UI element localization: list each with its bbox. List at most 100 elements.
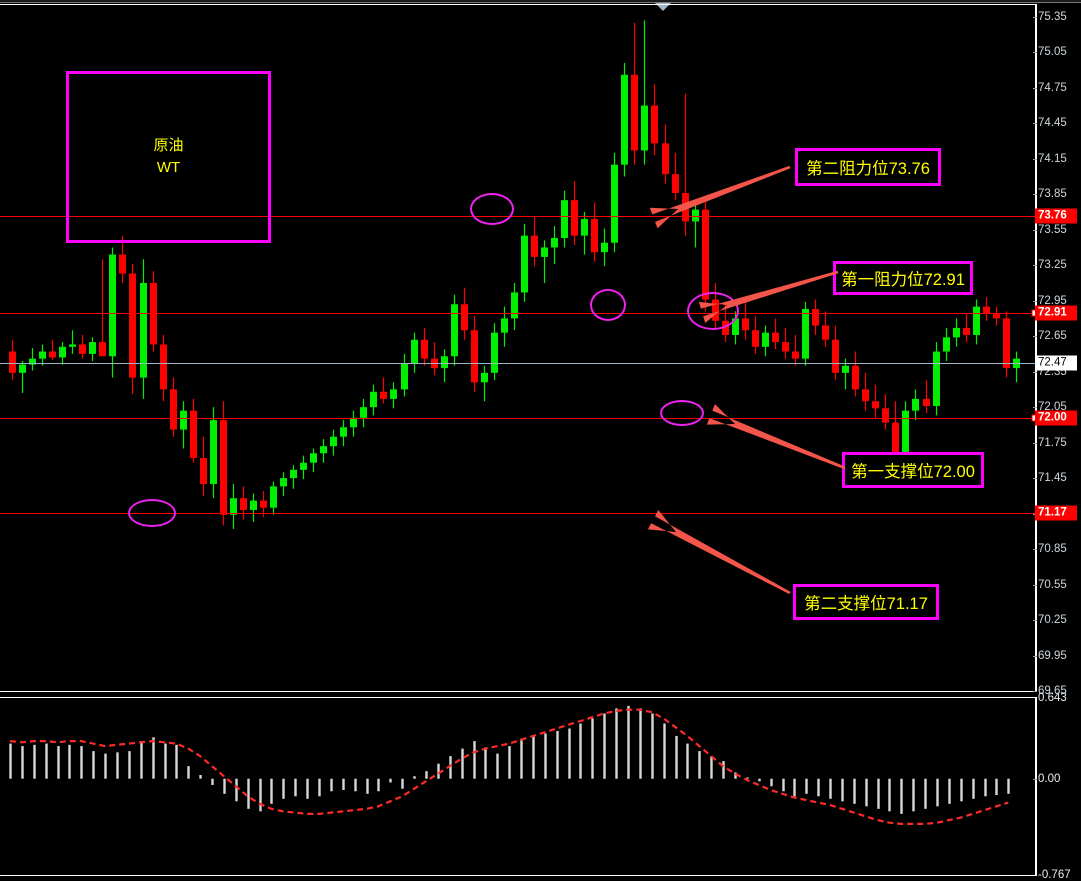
candle [441, 349, 448, 383]
candle [300, 455, 307, 480]
candle [912, 389, 919, 421]
candle [802, 301, 809, 366]
candle [1013, 351, 1020, 383]
candle [571, 181, 578, 246]
candle [511, 282, 518, 331]
price-tick: 74.45 [1033, 117, 1067, 130]
price-tick: 73.55 [1033, 223, 1067, 236]
candle [551, 226, 558, 265]
candle [320, 439, 327, 463]
price-tick: 72.65 [1033, 330, 1067, 343]
candle [923, 379, 930, 414]
indicator-tick: 0.643 [1038, 692, 1067, 704]
highlight-resistance-2 [470, 193, 514, 225]
price-label-resistance-2[interactable]: 73.76 [1035, 208, 1077, 224]
candle [69, 330, 76, 354]
candle [380, 377, 387, 404]
support-1-note[interactable]: 第一支撑位72.00 [842, 452, 984, 488]
candle [360, 398, 367, 428]
price-tick: 71.45 [1033, 472, 1067, 485]
candle [150, 271, 157, 352]
instrument-name-line2: WT [156, 159, 181, 176]
candle [310, 448, 317, 473]
candle [933, 342, 940, 416]
macd-plot[interactable] [0, 698, 1034, 875]
candle [481, 365, 488, 402]
candle [19, 361, 26, 393]
candle [621, 62, 628, 177]
price-label-support-1[interactable]: 72.00 [1035, 410, 1077, 426]
macd-layer [9, 705, 1010, 825]
resistance-1-note[interactable]: 第一阻力位72.91 [833, 261, 973, 295]
candle [822, 311, 829, 347]
candle [290, 465, 297, 489]
candlestick-plot[interactable] [0, 5, 1034, 691]
price-tick: 72.95 [1033, 294, 1067, 307]
candle [451, 294, 458, 366]
candle [862, 372, 869, 411]
candle [390, 382, 397, 409]
candle [742, 301, 749, 340]
price-axis[interactable]: 75.35 75.05 74.75 74.45 74.15 73.85 73.55 73.25… [1033, 0, 1081, 697]
chart-top-marker-icon [655, 3, 671, 11]
price-label-resistance-1[interactable]: 72.91 [1035, 305, 1077, 321]
highlight-resistance-1-mid [590, 289, 626, 321]
candles-layer [9, 20, 1020, 529]
candle [692, 204, 699, 248]
candle [772, 318, 779, 350]
candle [521, 223, 528, 302]
candle [280, 472, 287, 496]
candle [140, 259, 147, 399]
candle [129, 264, 136, 395]
resistance-2-note[interactable]: 第二阻力位73.76 [795, 148, 941, 186]
level-line-resistance-2 [0, 216, 1035, 217]
candle [230, 484, 237, 529]
candle [350, 410, 357, 437]
candle [963, 313, 970, 343]
candle [170, 377, 177, 437]
price-label-current[interactable]: 72.47 [1035, 355, 1077, 371]
candle [782, 327, 789, 359]
price-axis-divider [1035, 4, 1037, 692]
price-tick: 73.25 [1033, 259, 1067, 272]
candle [9, 339, 16, 380]
candle [190, 398, 197, 463]
candle [561, 190, 568, 248]
indicator-axis[interactable]: 0.643 0.00 -0.767 [1032, 692, 1081, 881]
candle [651, 84, 658, 156]
price-tick: 70.25 [1033, 614, 1067, 627]
candle [983, 297, 990, 321]
candle [260, 491, 267, 518]
candle [210, 407, 217, 499]
candle [762, 325, 769, 357]
macd-signal-line [9, 708, 1009, 825]
candle [601, 228, 608, 267]
candle [49, 339, 56, 360]
indicator-axis-divider [1035, 697, 1037, 876]
candle [39, 344, 46, 366]
candle [200, 436, 207, 496]
level-line-support-1 [0, 418, 1035, 419]
candle [59, 342, 66, 365]
indicator-tick: -0.767 [1038, 869, 1071, 881]
price-tick: 73.85 [1033, 188, 1067, 201]
candle [752, 316, 759, 354]
candle [852, 351, 859, 397]
candle [160, 334, 167, 402]
candle [180, 401, 187, 449]
support-2-note[interactable]: 第二支撑位71.17 [793, 584, 939, 620]
candle [682, 93, 689, 236]
candle [370, 384, 377, 416]
price-tick: 74.15 [1033, 152, 1067, 165]
candle [943, 327, 950, 362]
candle [250, 493, 257, 522]
candle [1003, 311, 1010, 378]
candle [672, 152, 679, 201]
candle [240, 486, 247, 520]
level-line-current [0, 363, 1035, 364]
price-tick: 70.85 [1033, 543, 1067, 556]
candle [973, 299, 980, 345]
price-label-support-2[interactable]: 71.17 [1035, 505, 1077, 521]
candle [471, 316, 478, 392]
